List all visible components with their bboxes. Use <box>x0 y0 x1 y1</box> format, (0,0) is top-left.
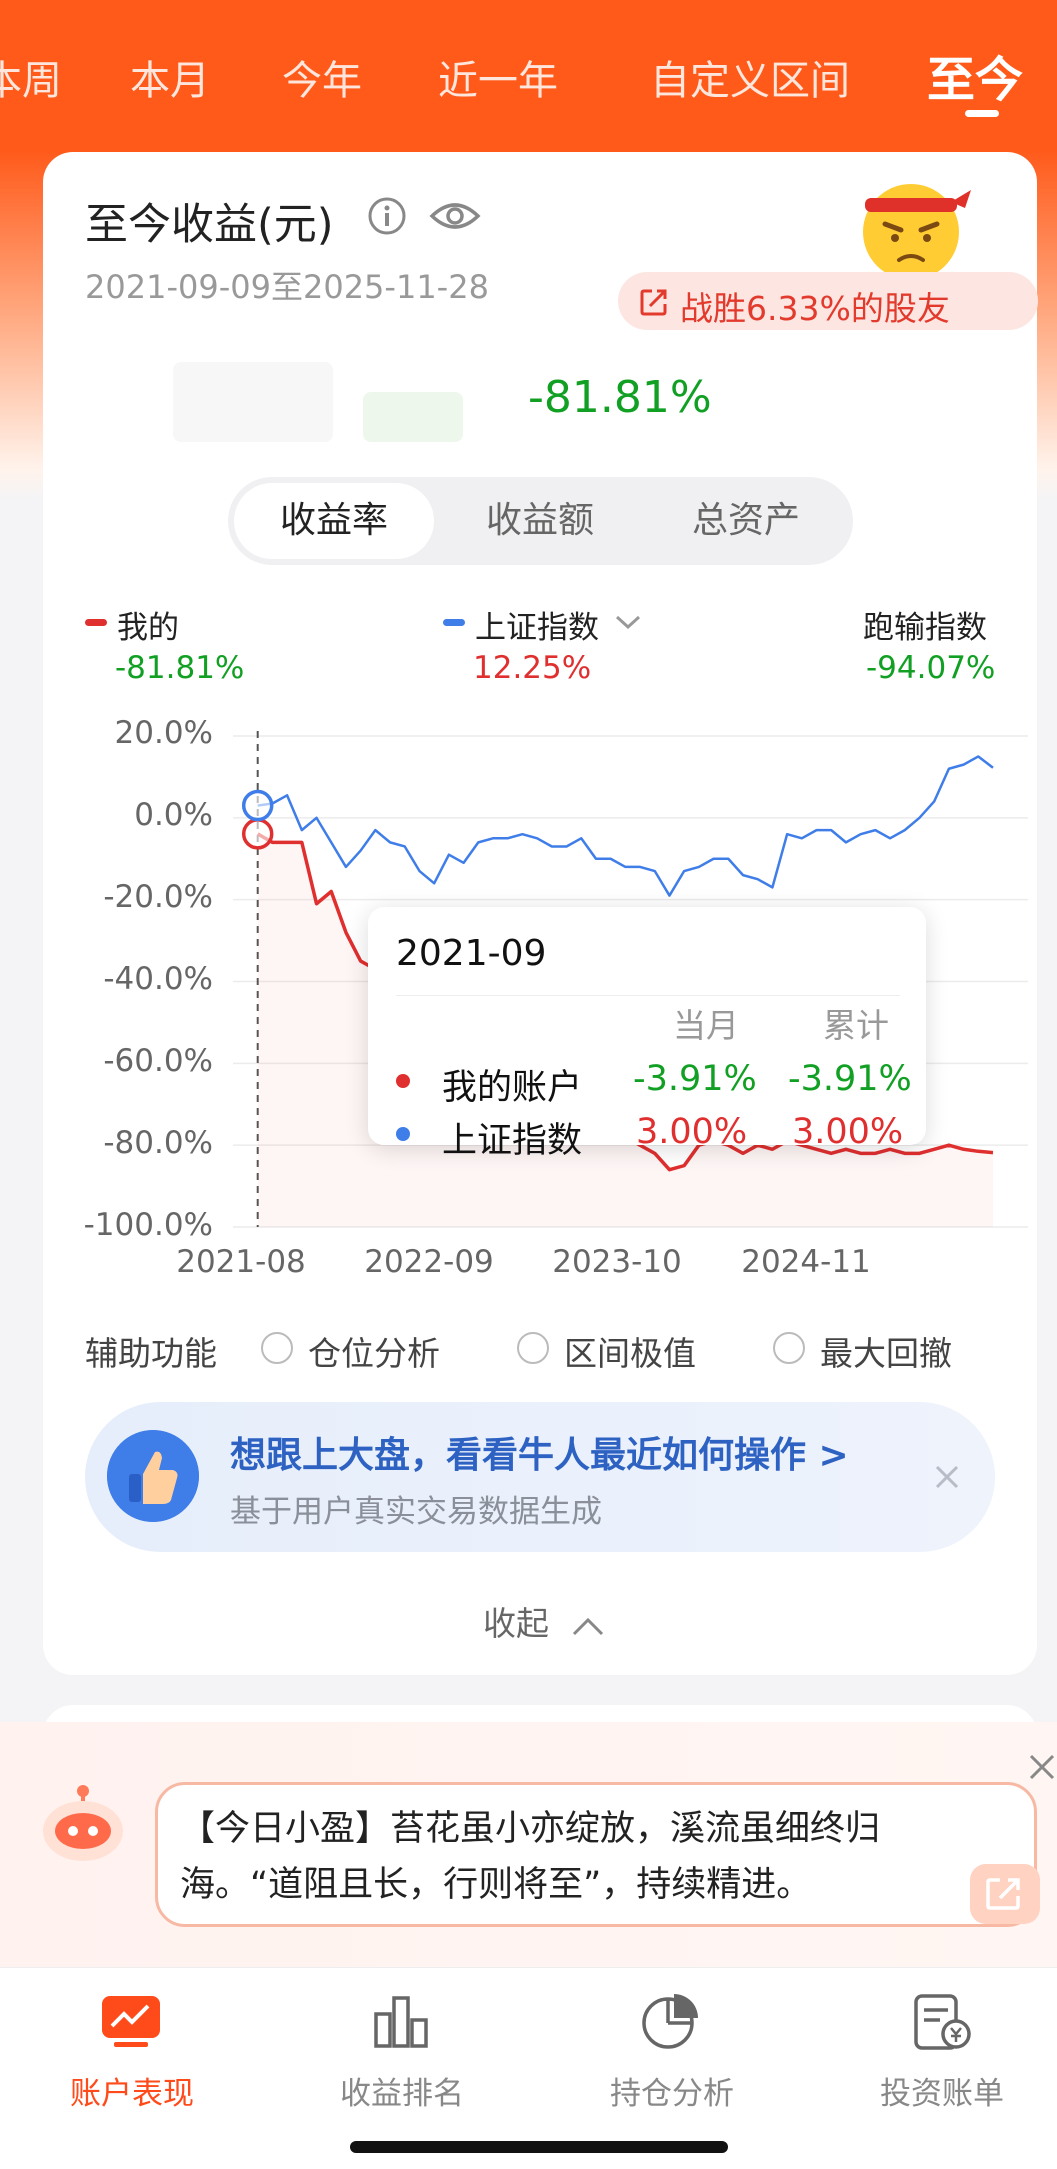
share-icon[interactable] <box>970 1864 1040 1924</box>
tab-label: 投资账单 <box>880 2076 1004 2112</box>
legend-mine-value: -81.81% <box>115 650 245 686</box>
masked-amount <box>173 362 333 442</box>
beat-peers-badge[interactable]: 战胜6.33%的股友 <box>618 272 1038 330</box>
daily-tip-text: 【今日小盈】苔花虽小亦绽放，溪流虽细终归海。“道阻且长，行则将至”，持续精进。 <box>180 1809 881 1905</box>
daily-tip-banner: 【今日小盈】苔花虽小亦绽放，溪流虽细终归海。“道阻且长，行则将至”，持续精进。 <box>0 1722 1057 1967</box>
index-series-line <box>257 755 994 897</box>
mascot-icon <box>863 184 971 280</box>
legend-index-value: 12.25% <box>473 650 592 686</box>
y-tick-label: 0.0% <box>134 797 213 833</box>
metric-segment-control: 收益率 收益额 总资产 <box>228 477 853 565</box>
card-title: 至今收益(元) <box>85 200 334 250</box>
daily-tip-bubble: 【今日小盈】苔花虽小亦绽放，溪流虽细终归海。“道阻且长，行则将至”，持续精进。 <box>155 1782 1037 1927</box>
share-icon <box>640 289 667 316</box>
max-drawdown-option[interactable]: 最大回撤 <box>820 1334 952 1373</box>
segment-total-assets[interactable]: 总资产 <box>691 500 800 541</box>
chevron-up-icon <box>572 1617 603 1635</box>
tooltip-index-month: 3.00% <box>636 1112 748 1152</box>
tab-custom-range[interactable]: 自定义区间 <box>650 58 850 104</box>
tab-to-date[interactable]: 至今 <box>927 52 1024 108</box>
close-icon[interactable] <box>927 1457 967 1497</box>
legend-mine-label: 我的 <box>117 610 179 646</box>
tab-this-week[interactable]: 本周 <box>0 58 62 104</box>
chart-tooltip: 2021-09 当月 累计 我的账户 -3.91% -3.91% 上证指数 3.… <box>368 907 926 1161</box>
tab-holdings-analysis[interactable]: 持仓分析 <box>540 1968 804 2118</box>
mine-hover-point <box>241 818 274 850</box>
date-range: 2021-09-09至2025-11-28 <box>85 268 489 306</box>
tab-label: 账户表现 <box>70 2076 194 2112</box>
tooltip-col-cumulative: 累计 <box>823 1006 889 1045</box>
tooltip-mine-cumulative: -3.91% <box>788 1059 912 1099</box>
legend-index-swatch <box>443 619 465 626</box>
x-tick-label: 2021-08 <box>176 1244 306 1280</box>
close-icon[interactable] <box>1027 1752 1057 1782</box>
thumbs-up-icon <box>107 1430 199 1522</box>
x-tick-label: 2022-09 <box>364 1244 494 1280</box>
tooltip-mine-dot <box>396 1074 410 1088</box>
bill-icon <box>914 1994 971 2050</box>
collapse-label: 收起 <box>483 1604 549 1643</box>
chevron-down-icon[interactable] <box>613 612 643 632</box>
beat-peers-text: 战胜6.33%的股友 <box>680 289 950 328</box>
y-tick-label: -20.0% <box>103 879 213 915</box>
tooltip-date: 2021-09 <box>396 933 547 974</box>
legend-underperform-value: -94.07% <box>866 650 996 686</box>
y-tick-label: 20.0% <box>114 715 213 751</box>
range-extremes-radio[interactable] <box>517 1332 549 1364</box>
tooltip-index-label: 上证指数 <box>442 1121 583 1161</box>
active-tab-indicator <box>965 110 999 117</box>
segment-return-amount[interactable]: 收益额 <box>485 500 594 541</box>
aux-functions-label: 辅助功能 <box>85 1334 217 1373</box>
tooltip-mine-label: 我的账户 <box>442 1068 583 1108</box>
segment-return-rate[interactable]: 收益率 <box>234 483 434 559</box>
bar-chart-icon <box>374 1996 428 2048</box>
range-extremes-option[interactable]: 区间极值 <box>564 1334 696 1373</box>
x-tick-label: 2023-10 <box>552 1244 682 1280</box>
tab-last-year[interactable]: 近一年 <box>438 58 558 104</box>
banner-title: 想跟上大盘，看看牛人最近如何操作 > <box>230 1435 849 1476</box>
banner-subtitle: 基于用户真实交易数据生成 <box>230 1494 602 1530</box>
tab-account-performance[interactable]: 账户表现 <box>0 1968 264 2118</box>
total-return-rate: -81.81% <box>528 372 712 423</box>
tooltip-divider <box>396 995 900 996</box>
legend-underperform-label: 跑输指数 <box>863 610 987 646</box>
tooltip-mine-month: -3.91% <box>633 1059 757 1099</box>
tab-return-ranking[interactable]: 收益排名 <box>270 1968 534 2118</box>
index-hover-point <box>241 789 274 822</box>
tooltip-index-dot <box>396 1127 410 1141</box>
x-tick-label: 2024-11 <box>741 1244 871 1280</box>
position-analysis-radio[interactable] <box>261 1332 293 1364</box>
tooltip-col-month: 当月 <box>673 1006 739 1045</box>
position-analysis-option[interactable]: 仓位分析 <box>308 1334 440 1373</box>
pie-chart-icon <box>642 1994 698 2049</box>
tab-this-year[interactable]: 今年 <box>282 58 362 104</box>
masked-amount-detail <box>363 392 463 442</box>
tab-label: 收益排名 <box>340 2076 464 2112</box>
bottom-tab-bar: 账户表现 收益排名 持仓分析 投资账单 <box>0 1967 1057 2169</box>
chart-screen-icon <box>102 1996 160 2047</box>
legend-index-label[interactable]: 上证指数 <box>475 610 599 646</box>
tab-label: 持仓分析 <box>610 2076 734 2112</box>
follow-market-banner[interactable]: 想跟上大盘，看看牛人最近如何操作 > 基于用户真实交易数据生成 <box>85 1402 995 1552</box>
tab-this-month[interactable]: 本月 <box>130 58 210 104</box>
info-icon[interactable] <box>367 196 407 236</box>
eye-icon[interactable] <box>429 198 481 234</box>
y-tick-label: -40.0% <box>103 961 213 997</box>
tab-investment-bill[interactable]: 投资账单 <box>810 1968 1057 2118</box>
collapse-button[interactable]: 收起 <box>483 1597 606 1645</box>
y-tick-label: -100.0% <box>83 1207 213 1243</box>
returns-card: 至今收益(元) 2021-09-09至2025-11-28 战胜6.33%的股友… <box>43 152 1038 1675</box>
tooltip-index-cumulative: 3.00% <box>792 1112 904 1152</box>
home-indicator <box>350 2141 728 2153</box>
legend-mine-swatch <box>85 619 107 626</box>
y-tick-label: -80.0% <box>103 1125 213 1161</box>
period-tabs: 本周 本月 今年 近一年 自定义区间 至今 <box>0 0 1057 150</box>
y-tick-label: -60.0% <box>103 1043 213 1079</box>
robot-mascot-icon <box>43 1785 123 1861</box>
max-drawdown-radio[interactable] <box>773 1332 805 1364</box>
